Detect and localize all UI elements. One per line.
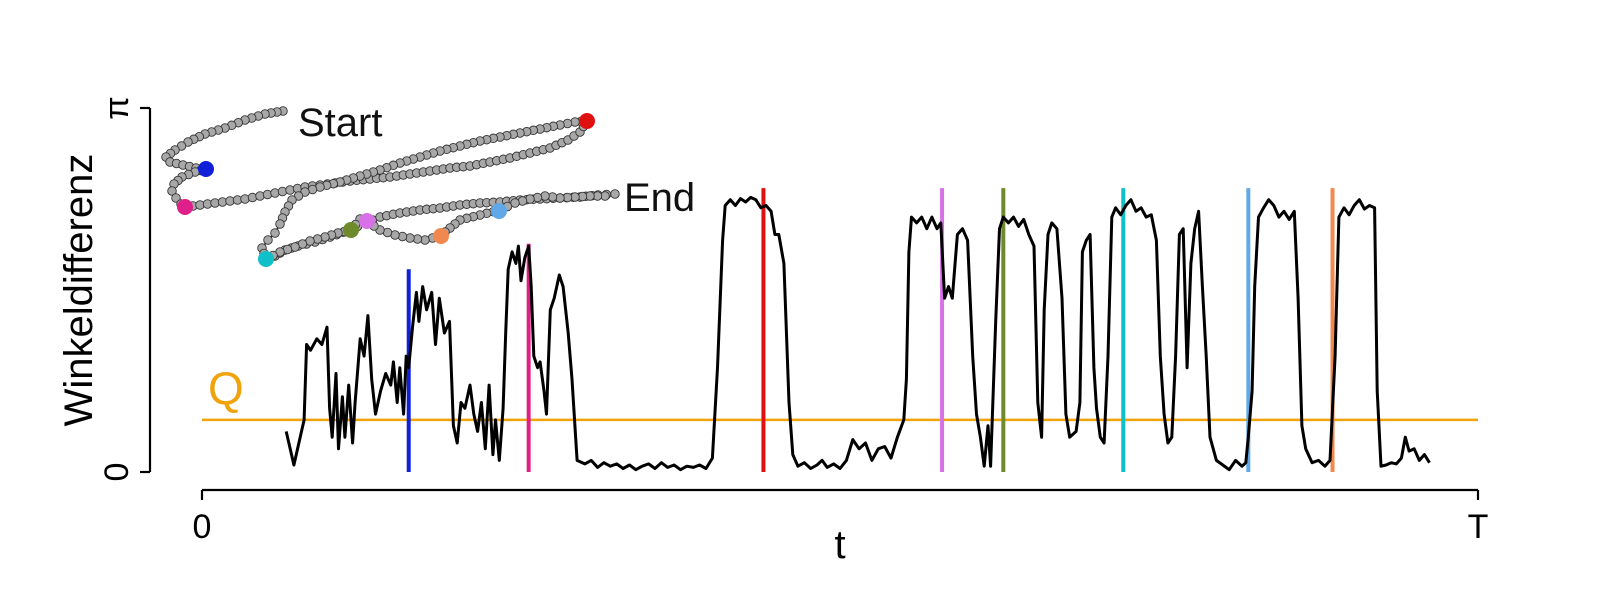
y-axis-label: Winkeldifferenz xyxy=(57,154,101,427)
highlighted-point-4 xyxy=(359,213,375,229)
trajectory-point-145 xyxy=(263,235,273,245)
highlighted-point-2 xyxy=(177,199,193,215)
end-label: End xyxy=(624,176,695,220)
highlighted-point-8 xyxy=(433,228,449,244)
trajectory-point-143 xyxy=(275,219,285,229)
trajectory-point-34 xyxy=(171,193,181,203)
highlighted-point-7 xyxy=(491,203,507,219)
trajectory-path xyxy=(164,110,616,261)
trajectory-inset xyxy=(161,106,620,267)
start-label: Start xyxy=(298,101,382,145)
x-tick-label-zero: 0 xyxy=(193,508,212,546)
x-tick-label-t-end: T xyxy=(1468,508,1489,546)
trajectory-point-33 xyxy=(167,186,177,196)
trajectory-point-199 xyxy=(610,189,620,199)
highlighted-point-3 xyxy=(579,113,595,129)
y-tick-label-zero: 0 xyxy=(98,463,136,482)
y-tick-label-pi: π xyxy=(98,96,136,119)
series-line xyxy=(284,195,1431,472)
trajectory-point-144 xyxy=(270,228,280,238)
threshold-label: Q xyxy=(208,362,244,414)
highlighted-point-5 xyxy=(343,222,359,238)
highlighted-point-1 xyxy=(198,161,214,177)
x-axis-label: t xyxy=(834,523,845,567)
highlighted-point-6 xyxy=(258,251,274,267)
